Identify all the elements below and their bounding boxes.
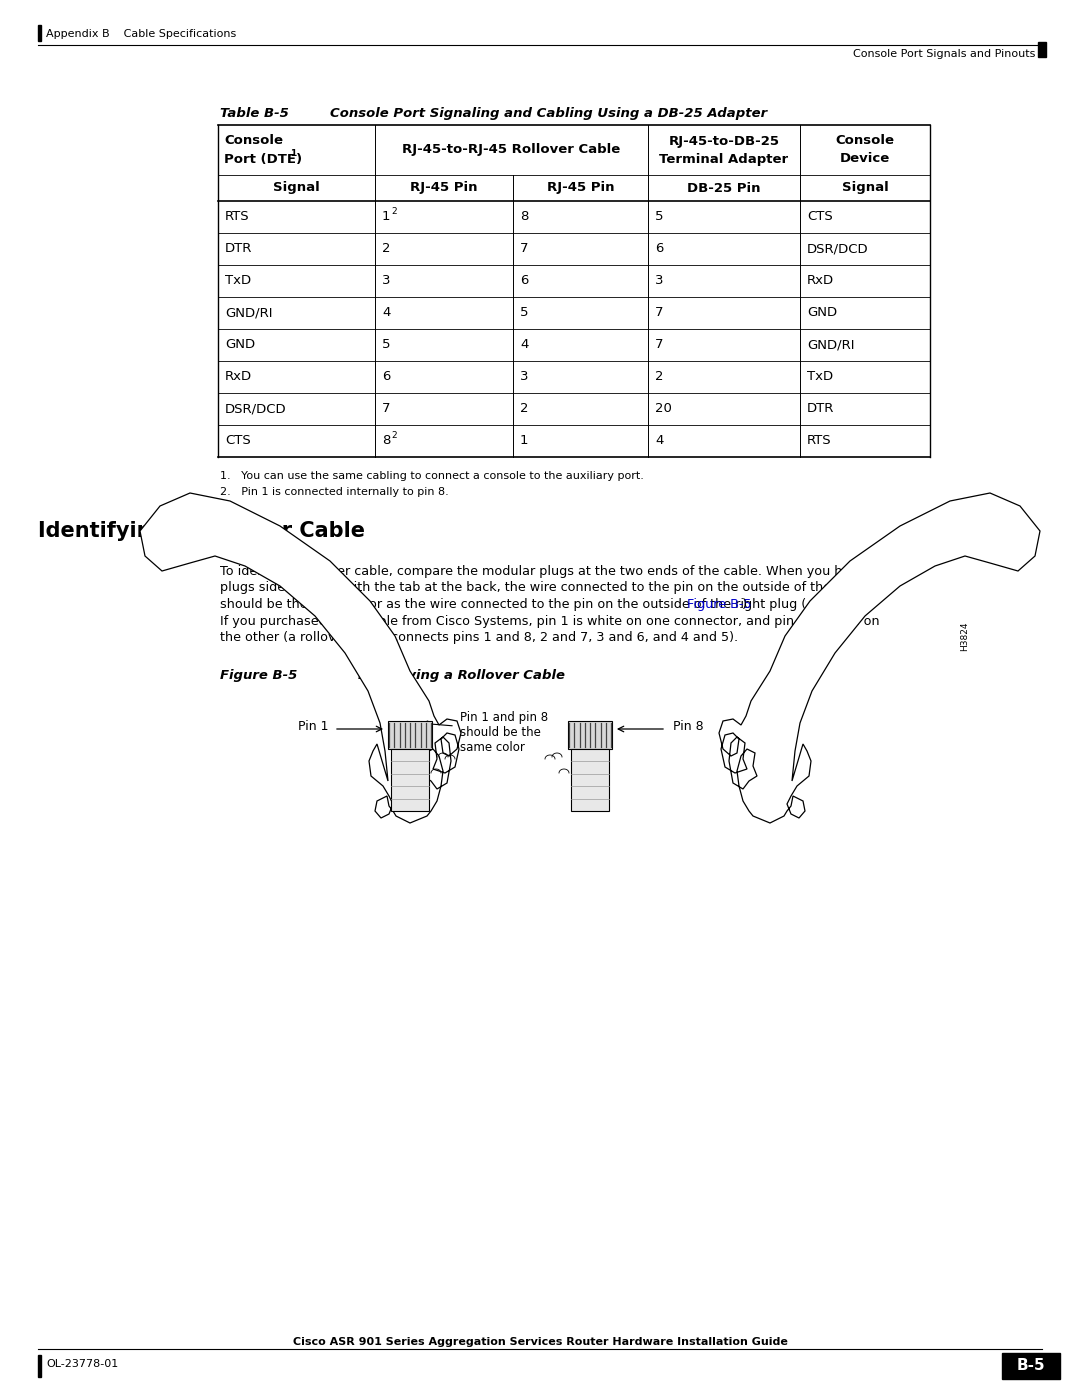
Text: 7: 7 — [654, 306, 663, 320]
Text: GND: GND — [807, 306, 837, 320]
Text: OL-23778-01: OL-23778-01 — [46, 1359, 118, 1369]
Text: Pin 8: Pin 8 — [673, 721, 704, 733]
Text: Port (DTE): Port (DTE) — [224, 152, 302, 165]
Text: RTS: RTS — [807, 434, 832, 447]
Text: 8: 8 — [519, 211, 528, 224]
Text: should be the: should be the — [460, 726, 541, 739]
Text: 2.   Pin 1 is connected internally to pin 8.: 2. Pin 1 is connected internally to pin … — [220, 488, 449, 497]
Text: 1.   You can use the same cabling to connect a console to the auxiliary port.: 1. You can use the same cabling to conne… — [220, 471, 644, 481]
Text: 2: 2 — [654, 370, 663, 384]
Text: DSR/DCD: DSR/DCD — [807, 243, 868, 256]
Text: RxD: RxD — [807, 274, 834, 288]
Text: 3: 3 — [382, 274, 391, 288]
Bar — [38, 1355, 41, 1377]
Text: Console Port Signals and Pinouts: Console Port Signals and Pinouts — [852, 49, 1035, 59]
Text: Signal: Signal — [273, 182, 320, 194]
Text: Appendix B    Cable Specifications: Appendix B Cable Specifications — [46, 29, 237, 39]
Text: RxD: RxD — [225, 370, 252, 384]
Text: 1: 1 — [382, 211, 391, 224]
Polygon shape — [140, 493, 461, 823]
Text: DB-25 Pin: DB-25 Pin — [687, 182, 760, 194]
Text: Terminal Adapter: Terminal Adapter — [660, 152, 788, 165]
Text: 5: 5 — [519, 306, 528, 320]
Bar — [1002, 1354, 1059, 1379]
Text: 2: 2 — [519, 402, 528, 415]
Text: should be the same color as the wire connected to the pin on the outside of the : should be the same color as the wire con… — [220, 598, 807, 610]
Text: the other (a rollover cable connects pins 1 and 8, 2 and 7, 3 and 6, and 4 and 5: the other (a rollover cable connects pin… — [220, 631, 738, 644]
Text: 7: 7 — [382, 402, 391, 415]
Text: 4: 4 — [382, 306, 390, 320]
Text: 4: 4 — [654, 434, 663, 447]
Text: TxD: TxD — [225, 274, 252, 288]
Text: 1: 1 — [291, 148, 296, 158]
Text: 6: 6 — [519, 274, 528, 288]
Text: RJ-45-to-DB-25: RJ-45-to-DB-25 — [669, 134, 780, 148]
Text: 20: 20 — [654, 402, 672, 415]
Text: Console Port Signaling and Cabling Using a DB-25 Adapter: Console Port Signaling and Cabling Using… — [330, 108, 767, 120]
Text: Pin 1: Pin 1 — [298, 721, 329, 733]
Text: CTS: CTS — [225, 434, 251, 447]
Text: DTR: DTR — [225, 243, 253, 256]
Bar — [1038, 42, 1047, 57]
Text: Figure B-5: Figure B-5 — [220, 669, 297, 682]
Bar — [38, 25, 41, 41]
Text: 5: 5 — [382, 338, 391, 352]
Text: 1: 1 — [519, 434, 528, 447]
Bar — [388, 721, 432, 749]
Bar — [391, 749, 429, 812]
Text: Console: Console — [224, 134, 283, 148]
Text: 4: 4 — [519, 338, 528, 352]
Text: GND: GND — [225, 338, 255, 352]
Text: 2: 2 — [382, 243, 391, 256]
Text: TxD: TxD — [807, 370, 833, 384]
Text: Table B-5: Table B-5 — [220, 108, 288, 120]
Text: B-5: B-5 — [1016, 1358, 1045, 1373]
Text: RTS: RTS — [225, 211, 249, 224]
Text: DSR/DCD: DSR/DCD — [225, 402, 286, 415]
Text: DTR: DTR — [807, 402, 835, 415]
Text: 3: 3 — [654, 274, 663, 288]
Text: Console: Console — [836, 134, 894, 148]
Text: 6: 6 — [654, 243, 663, 256]
Text: same color: same color — [460, 740, 525, 754]
Text: 6: 6 — [382, 370, 390, 384]
Text: 2: 2 — [391, 207, 396, 215]
Text: Cisco ASR 901 Series Aggregation Services Router Hardware Installation Guide: Cisco ASR 901 Series Aggregation Service… — [293, 1337, 787, 1347]
Text: Pin 1 and pin 8: Pin 1 and pin 8 — [460, 711, 549, 724]
Text: 5: 5 — [654, 211, 663, 224]
Bar — [568, 721, 612, 749]
Polygon shape — [719, 493, 1040, 823]
Text: 7: 7 — [519, 243, 528, 256]
Text: RJ-45 Pin: RJ-45 Pin — [546, 182, 615, 194]
Text: CTS: CTS — [807, 211, 833, 224]
Text: Signal: Signal — [841, 182, 889, 194]
Text: RJ-45-to-RJ-45 Rollover Cable: RJ-45-to-RJ-45 Rollover Cable — [403, 144, 621, 156]
Text: 7: 7 — [654, 338, 663, 352]
Text: To identify a rollover cable, compare the modular plugs at the two ends of the c: To identify a rollover cable, compare th… — [220, 564, 887, 578]
Text: plugs side by side, with the tab at the back, the wire connected to the pin on t: plugs side by side, with the tab at the … — [220, 581, 888, 595]
Text: If you purchased your cable from Cisco Systems, pin 1 is white on one connector,: If you purchased your cable from Cisco S… — [220, 615, 879, 627]
Text: GND/RI: GND/RI — [225, 306, 272, 320]
Text: Device: Device — [840, 152, 890, 165]
Text: 8: 8 — [382, 434, 390, 447]
Text: Identifying a Rollover Cable: Identifying a Rollover Cable — [357, 669, 565, 682]
Text: .): .) — [738, 598, 747, 610]
Bar — [571, 749, 609, 812]
Text: Figure B-5: Figure B-5 — [687, 598, 752, 610]
Text: 2: 2 — [391, 430, 396, 440]
Text: H3824: H3824 — [960, 622, 970, 651]
Text: GND/RI: GND/RI — [807, 338, 854, 352]
Text: RJ-45 Pin: RJ-45 Pin — [410, 182, 477, 194]
Text: Identifying a Rollover Cable: Identifying a Rollover Cable — [38, 521, 365, 541]
Text: 3: 3 — [519, 370, 528, 384]
